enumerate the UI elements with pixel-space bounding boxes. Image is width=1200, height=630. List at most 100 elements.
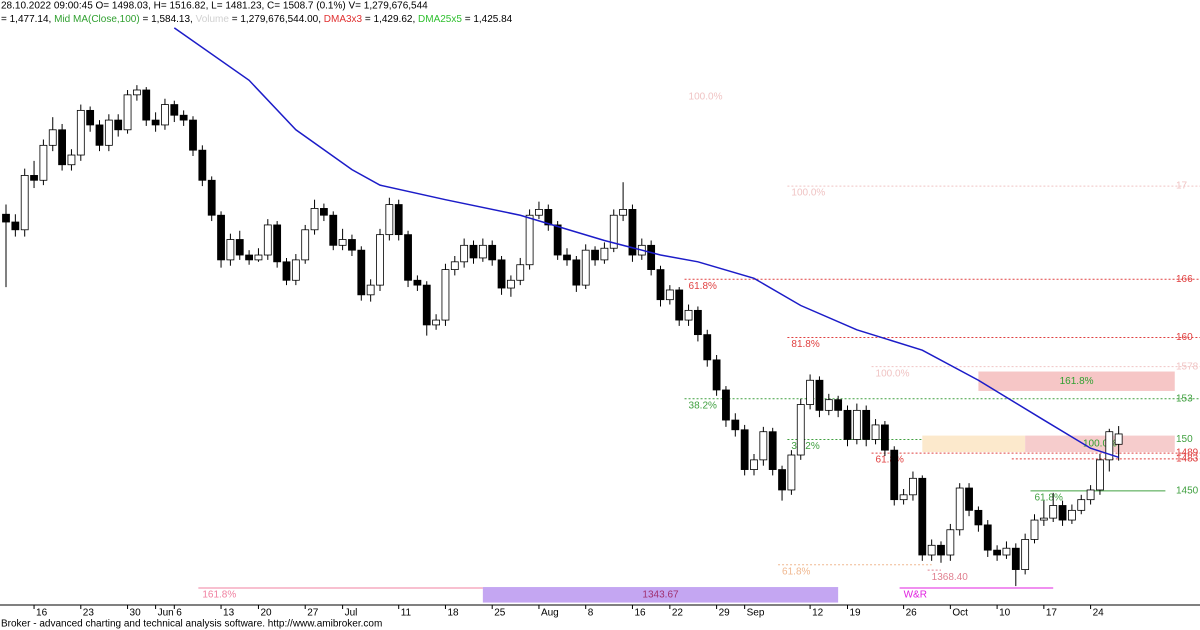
header-part: Volume bbox=[196, 14, 230, 25]
candle-body bbox=[432, 319, 441, 326]
fib-level-label: 61.8% bbox=[689, 281, 717, 292]
candle-body bbox=[694, 309, 702, 336]
candle-body bbox=[207, 179, 216, 216]
header-part: DMA25x5 bbox=[418, 14, 462, 25]
x-tick-label: 13 bbox=[223, 608, 235, 619]
candle-body bbox=[834, 399, 843, 411]
candle-body bbox=[348, 239, 356, 251]
candle-body bbox=[572, 259, 581, 286]
x-tick-label: 27 bbox=[307, 608, 319, 619]
fib-box bbox=[482, 587, 839, 603]
candle-body bbox=[282, 261, 291, 281]
moving-average bbox=[173, 27, 1119, 459]
x-tick-label: Oct bbox=[952, 608, 968, 619]
candle-body bbox=[516, 264, 525, 281]
x-tick-label: 30 bbox=[130, 608, 142, 619]
x-tick-label: 23 bbox=[83, 608, 95, 619]
candle-body bbox=[563, 254, 571, 261]
candle-body bbox=[983, 524, 992, 551]
x-tick-label: 16 bbox=[36, 608, 48, 619]
x-tick-label: 6 bbox=[176, 608, 182, 619]
candle-body bbox=[1114, 433, 1123, 445]
candle-body bbox=[1049, 505, 1058, 519]
candle-body bbox=[357, 249, 366, 296]
candle-body bbox=[506, 279, 515, 289]
fib-box bbox=[1025, 435, 1175, 453]
candle-body bbox=[254, 254, 263, 261]
candle-body bbox=[750, 459, 758, 470]
fib-level-label: 61.8% bbox=[782, 566, 810, 577]
candle-body bbox=[862, 409, 871, 440]
header-part: DMA3x3 bbox=[324, 14, 363, 25]
candle-body bbox=[675, 289, 684, 321]
candle-body bbox=[525, 214, 534, 266]
candle-body bbox=[937, 544, 945, 556]
candle-body bbox=[1030, 519, 1039, 540]
candle-body bbox=[871, 424, 880, 440]
candle-body bbox=[974, 509, 983, 526]
candle-body bbox=[1077, 499, 1086, 511]
candle-body bbox=[731, 419, 740, 431]
x-tick-label: 20 bbox=[260, 608, 272, 619]
candle-body bbox=[544, 209, 553, 226]
candle-body bbox=[226, 239, 235, 261]
candle-body bbox=[413, 279, 422, 286]
candle-body bbox=[881, 424, 889, 451]
candle-body bbox=[628, 209, 637, 256]
price-tag: 150 bbox=[1176, 434, 1193, 445]
candle-body bbox=[824, 399, 833, 411]
candle-body bbox=[39, 144, 48, 181]
candle-body bbox=[132, 89, 141, 96]
candle-body bbox=[30, 175, 38, 181]
candle-body bbox=[581, 249, 590, 286]
candle-body bbox=[1058, 505, 1067, 521]
header-part: = 1,429.62, bbox=[362, 14, 418, 25]
x-tick-label: Aug bbox=[541, 608, 559, 619]
x-tick-label: 17 bbox=[1046, 608, 1058, 619]
candle-body bbox=[909, 477, 917, 496]
candle-body bbox=[20, 175, 29, 231]
fib-box bbox=[978, 371, 1175, 391]
fib-box-label: 100.0% bbox=[1083, 438, 1117, 449]
candle-body bbox=[965, 487, 973, 511]
candle-body bbox=[759, 431, 768, 461]
candle-body bbox=[488, 244, 497, 261]
x-tick-label: 22 bbox=[672, 608, 684, 619]
candle-body bbox=[48, 129, 57, 146]
candle-body bbox=[1021, 539, 1030, 570]
candle-body bbox=[806, 379, 814, 405]
candle-body bbox=[993, 549, 1001, 556]
candle-body bbox=[768, 431, 777, 470]
candle-body bbox=[497, 259, 506, 289]
candle-body bbox=[142, 89, 151, 121]
candle-body bbox=[273, 224, 282, 263]
x-tick-label: 19 bbox=[850, 608, 862, 619]
candle-body bbox=[385, 204, 394, 236]
price-tag: 1489 bbox=[1176, 448, 1199, 459]
candle-body bbox=[609, 214, 618, 249]
candle-body bbox=[86, 109, 95, 126]
candle-body bbox=[665, 289, 674, 301]
candle-body bbox=[815, 379, 824, 411]
candle-body bbox=[796, 404, 805, 456]
fib-level-label: 100.0% bbox=[791, 188, 825, 199]
candle-body bbox=[899, 494, 908, 501]
candle-body bbox=[787, 454, 796, 491]
x-tick-label: 29 bbox=[719, 608, 731, 619]
x-tick-label: 12 bbox=[812, 608, 824, 619]
candle-body bbox=[1002, 547, 1011, 556]
candle-body bbox=[890, 449, 899, 501]
candle-body bbox=[170, 104, 179, 116]
candle-body bbox=[535, 209, 543, 216]
candle-body bbox=[1105, 431, 1114, 461]
candle-body bbox=[469, 244, 478, 259]
candle-body bbox=[151, 119, 160, 126]
candle-body bbox=[376, 234, 384, 286]
header-part: = 1,584.13, bbox=[140, 14, 196, 25]
candle-body bbox=[67, 154, 76, 166]
candle-body bbox=[1096, 459, 1104, 491]
x-tick-label: 10 bbox=[999, 608, 1011, 619]
candle-body bbox=[95, 124, 104, 146]
candle-body bbox=[778, 469, 786, 491]
